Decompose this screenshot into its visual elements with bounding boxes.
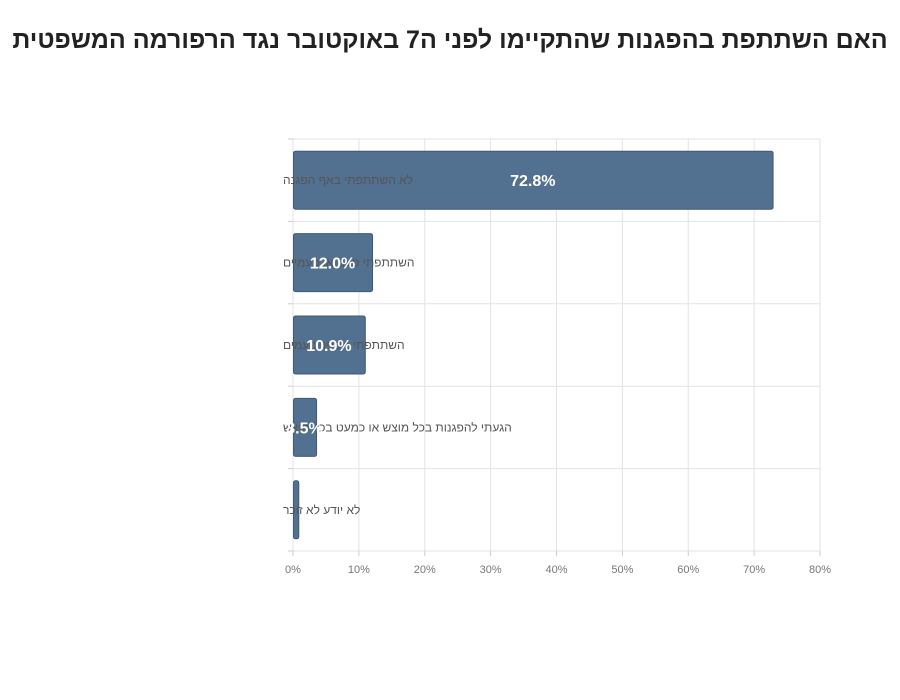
bar xyxy=(293,397,318,457)
x-tick-label: 20% xyxy=(414,564,436,576)
x-tick-label: 80% xyxy=(809,564,831,576)
category-label: לא השתתפתי באף הפגנה xyxy=(283,173,413,187)
bar-value-label: 12.0% xyxy=(310,256,355,273)
x-tick-label: 70% xyxy=(743,564,765,576)
x-tick-label: 10% xyxy=(348,564,370,576)
chart-title: האם השתתפת בהפגנות שהתקיימו לפני ה7 באוק… xyxy=(12,26,888,54)
category-label: הגעתי להפגנות בכל מוצש או כמעט בכל מוצש xyxy=(283,420,512,434)
bar xyxy=(293,480,300,540)
bar xyxy=(293,315,366,375)
x-tick-label: 0% xyxy=(285,564,301,576)
bar-value-label: 72.8% xyxy=(510,173,555,190)
category-label: השתתפתי פעם או פעמיים xyxy=(283,256,414,270)
x-tick-label: 60% xyxy=(677,564,699,576)
x-tick-label: 30% xyxy=(480,564,502,576)
bar-value-label: 3.5% xyxy=(286,420,322,437)
bar-value-label: 10.9% xyxy=(306,338,351,355)
bar xyxy=(293,150,774,210)
x-tick-label: 50% xyxy=(611,564,633,576)
bar xyxy=(293,233,374,293)
x-tick-label: 40% xyxy=(545,564,567,576)
category-label: לא יודע לא זוכר xyxy=(283,503,360,517)
category-label: השתתפתי מספר פעמים xyxy=(283,338,405,352)
